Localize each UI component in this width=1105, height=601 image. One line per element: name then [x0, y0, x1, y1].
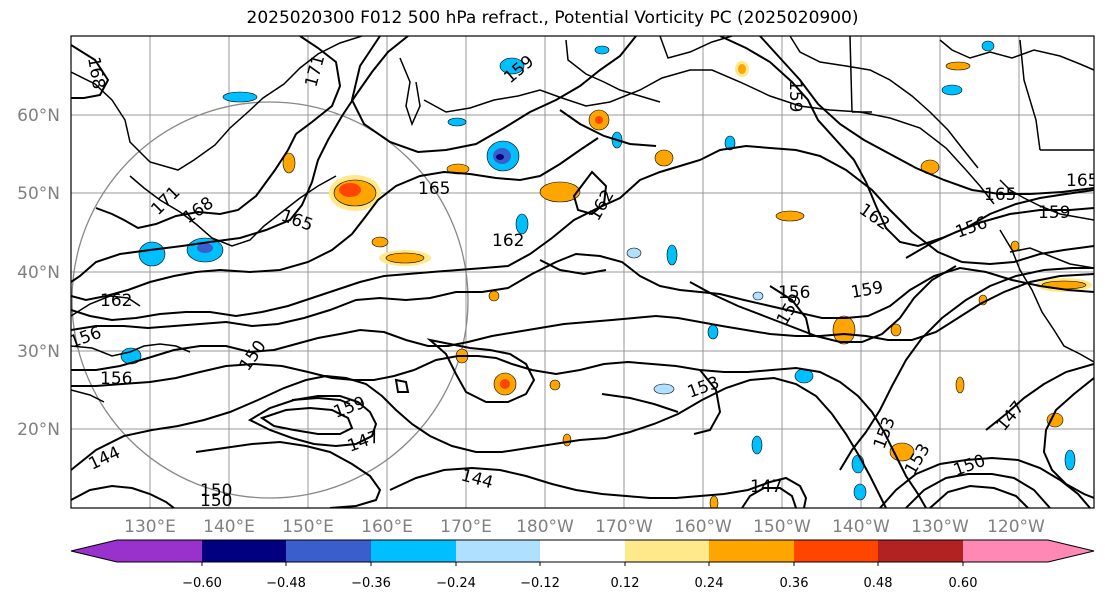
colorbar-segment: [456, 540, 540, 562]
colorbar-ticks: −0.60 −0.48 −0.36 −0.24 −0.12 0.12 0.24 …: [182, 576, 977, 591]
colorbar-segment: [878, 540, 963, 562]
contour-label: 162: [585, 186, 619, 224]
contour-label: 168: [179, 193, 217, 228]
contour-label: 165: [984, 185, 1016, 205]
lon-label: 160°E: [361, 517, 413, 537]
contour-label: 156: [778, 283, 810, 303]
pv-shading: [120, 40, 1092, 508]
latitude-labels: 60°N 50°N 40°N 30°N 20°N: [17, 106, 60, 440]
contour-label: 150: [236, 337, 271, 375]
lon-label: 150°E: [282, 517, 334, 537]
colorbar-segment: [709, 540, 794, 562]
longitude-labels: 130°E 140°E 150°E 160°E 170°E 180°W 170°…: [124, 517, 1045, 537]
lat-label: 50°N: [17, 184, 60, 204]
contour-label: 168: [83, 55, 108, 90]
colorbar-segment: [117, 540, 202, 562]
contour-label: 159: [849, 278, 884, 303]
colorbar-tick-label: 0.36: [780, 576, 809, 591]
contour-label: 147: [345, 427, 382, 457]
colorbar-tick-label: 0.48: [864, 576, 893, 591]
contour-label: 147: [993, 397, 1029, 435]
colorbar-segment: [963, 540, 1048, 562]
contour-label: 150: [951, 451, 988, 481]
contour-label: 150: [200, 491, 232, 511]
contour-label: 156: [953, 213, 990, 243]
contour-label: 171: [302, 53, 330, 90]
contour-label: 165: [418, 179, 450, 199]
coastlines: [71, 36, 1094, 403]
colorbar-segment: [286, 540, 371, 562]
contour-label: 144: [86, 443, 124, 475]
contour-label: 159: [331, 393, 368, 423]
colorbar-tick-label: −0.36: [351, 576, 391, 591]
contour-label: 165: [1066, 171, 1098, 191]
contour-label: 159: [1038, 203, 1070, 223]
contour-label: 162: [492, 231, 524, 251]
lon-label: 130°E: [124, 517, 176, 537]
lat-label: 30°N: [17, 342, 60, 362]
contour-label: 156: [100, 369, 132, 389]
colorbar-tick-label: 0.60: [949, 576, 978, 591]
contour-label: 171: [147, 182, 184, 219]
lat-label: 60°N: [17, 106, 60, 126]
colorbar-segment: [371, 540, 456, 562]
lon-label: 130°W: [911, 517, 969, 537]
contour-label: 162: [100, 291, 132, 311]
colorbar: [70, 539, 1095, 566]
lat-label: 40°N: [17, 263, 60, 283]
contour-label: 150: [200, 481, 232, 501]
colorbar-outline: [70, 539, 1095, 563]
lon-label: 120°W: [987, 517, 1045, 537]
graticule: [71, 36, 1094, 508]
lon-label: 180°W: [516, 517, 574, 537]
lon-label: 170°E: [440, 517, 492, 537]
map-title: 2025020300 F012 500 hPa refract., Potent…: [246, 8, 859, 28]
colorbar-segment: [540, 540, 625, 562]
colorbar-tick-label: −0.48: [266, 576, 306, 591]
colorbar-tick-label: 0.12: [611, 576, 640, 591]
colorbar-extend-min: [71, 540, 117, 562]
colorbar-segment: [625, 540, 709, 562]
contour-label: 147: [750, 477, 782, 497]
lat-label: 20°N: [17, 420, 60, 440]
colorbar-segment: [794, 540, 878, 562]
map-frame: [70, 35, 1095, 509]
contour-label: 159: [785, 80, 805, 112]
colorbar-segment: [202, 540, 286, 562]
colorbar-tick-label: −0.60: [182, 576, 222, 591]
lon-label: 150°W: [753, 517, 811, 537]
lon-label: 170°W: [595, 517, 653, 537]
colorbar-tick-label: −0.24: [436, 576, 476, 591]
lon-label: 140°W: [832, 517, 890, 537]
contour-label: 159: [500, 52, 538, 88]
colorbar-extend-max: [1048, 540, 1094, 562]
lon-label: 160°W: [674, 517, 732, 537]
range-circle: [71, 101, 469, 499]
lon-label: 140°E: [203, 517, 255, 537]
colorbar-tick-label: 0.24: [695, 576, 724, 591]
colorbar-tick-label: −0.12: [520, 576, 560, 591]
contour-labels: 168 171 159 165 171 168 165 162 165 162 …: [67, 52, 1098, 511]
contour-label: 156: [67, 323, 104, 353]
contour-label: 165: [278, 206, 315, 236]
refractivity-contours: [71, 36, 1094, 508]
